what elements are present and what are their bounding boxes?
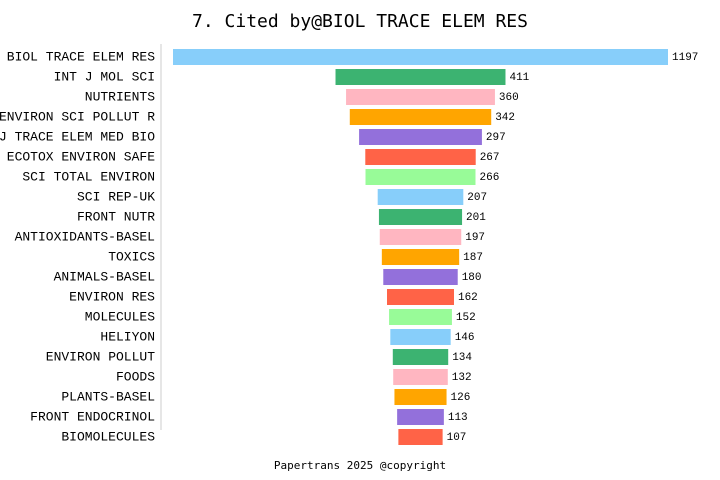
value-label: 107	[447, 432, 467, 444]
value-label: 187	[463, 252, 483, 264]
value-label: 360	[499, 92, 519, 104]
value-label: 146	[455, 332, 475, 344]
value-label: 132	[452, 372, 472, 384]
category-label: FRONT ENDOCRINOL	[30, 409, 155, 424]
category-label: ECOTOX ENVIRON SAFE	[7, 149, 155, 164]
category-label: ENVIRON SCI POLLUT R	[0, 109, 155, 124]
value-label: 267	[480, 152, 500, 164]
category-label: BIOMOLECULES	[61, 429, 155, 444]
value-label: 1197	[672, 52, 698, 64]
category-label: PLANTS-BASEL	[61, 389, 155, 404]
value-label: 126	[451, 392, 471, 404]
bar	[346, 89, 495, 105]
chart-title: 7. Cited by@BIOL TRACE ELEM RES	[192, 11, 528, 32]
category-label: FOODS	[116, 369, 155, 384]
value-label: 266	[480, 172, 500, 184]
category-label: ANTIOXIDANTS-BASEL	[15, 229, 155, 244]
bar	[349, 109, 492, 125]
bar	[359, 129, 482, 145]
bar	[383, 269, 458, 285]
bar	[335, 69, 506, 85]
bar	[390, 329, 451, 345]
value-label: 197	[465, 232, 485, 244]
footer: Papertrans 2025 @copyright	[274, 459, 446, 472]
category-label: ENVIRON POLLUT	[46, 349, 155, 364]
category-label: ENVIRON RES	[69, 289, 155, 304]
bar	[387, 289, 454, 305]
value-label: 297	[486, 132, 506, 144]
bar	[379, 229, 462, 245]
category-label: SCI TOTAL ENVIRON	[22, 169, 155, 184]
category-label: TOXICS	[108, 249, 155, 264]
category-label: HELIYON	[100, 329, 155, 344]
bar	[392, 349, 449, 365]
bar	[389, 309, 452, 325]
value-label: 207	[467, 192, 487, 204]
bar	[365, 149, 476, 165]
category-label: ANIMALS-BASEL	[54, 269, 155, 284]
category-label: MOLECULES	[85, 309, 155, 324]
category-label: INT J MOL SCI	[54, 69, 155, 84]
bar	[378, 209, 463, 225]
category-label: BIOL TRACE ELEM RES	[7, 49, 155, 64]
bar	[377, 189, 464, 205]
value-label: 342	[495, 112, 515, 124]
value-label: 162	[458, 292, 478, 304]
bar	[394, 389, 447, 405]
category-label: J TRACE ELEM MED BIO	[0, 129, 155, 144]
value-label: 113	[448, 412, 468, 424]
value-label: 152	[456, 312, 476, 324]
value-label: 134	[452, 352, 472, 364]
category-label: FRONT NUTR	[77, 209, 155, 224]
category-label: NUTRIENTS	[85, 89, 155, 104]
bar	[398, 429, 443, 445]
bar	[381, 249, 460, 265]
value-label: 201	[466, 212, 486, 224]
bar	[397, 409, 444, 425]
category-label: SCI REP-UK	[77, 189, 155, 204]
bar	[365, 169, 476, 185]
bar	[393, 369, 448, 385]
bar	[173, 49, 668, 65]
value-label: 180	[462, 272, 482, 284]
value-label: 411	[509, 72, 529, 84]
